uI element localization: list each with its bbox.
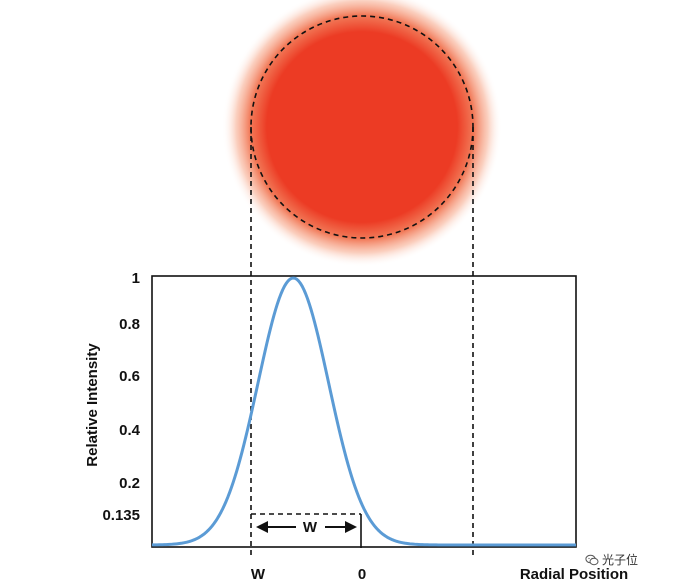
y-tick-label: 0.6 (119, 368, 140, 385)
y-tick-label: 0.2 (119, 475, 140, 492)
gaussian-intensity-curve (151, 276, 576, 547)
y-tick-label: 1 (132, 270, 140, 287)
y-axis-ticks: 1 0.8 0.6 0.4 0.2 0.135 (102, 270, 140, 524)
wechat-icon (585, 554, 599, 565)
y-axis-label: Relative Intensity (84, 343, 101, 467)
x-tick-label-zero: 0 (358, 566, 366, 583)
width-marker: W (251, 513, 362, 548)
y-tick-label: 0.135 (102, 507, 140, 524)
x-tick-label-w: W (251, 566, 266, 583)
watermark: 光子位 (585, 551, 638, 568)
y-tick-label: 0.4 (119, 422, 141, 439)
x-axis-label: Radial Position (520, 566, 628, 583)
plot-frame (151, 275, 577, 548)
beam-spot (222, 0, 502, 267)
arrowhead-right-icon (345, 521, 357, 533)
arrowhead-left-icon (256, 521, 268, 533)
watermark-text: 光子位 (602, 553, 639, 567)
width-marker-label: W (303, 519, 318, 536)
y-tick-label: 0.8 (119, 316, 140, 333)
